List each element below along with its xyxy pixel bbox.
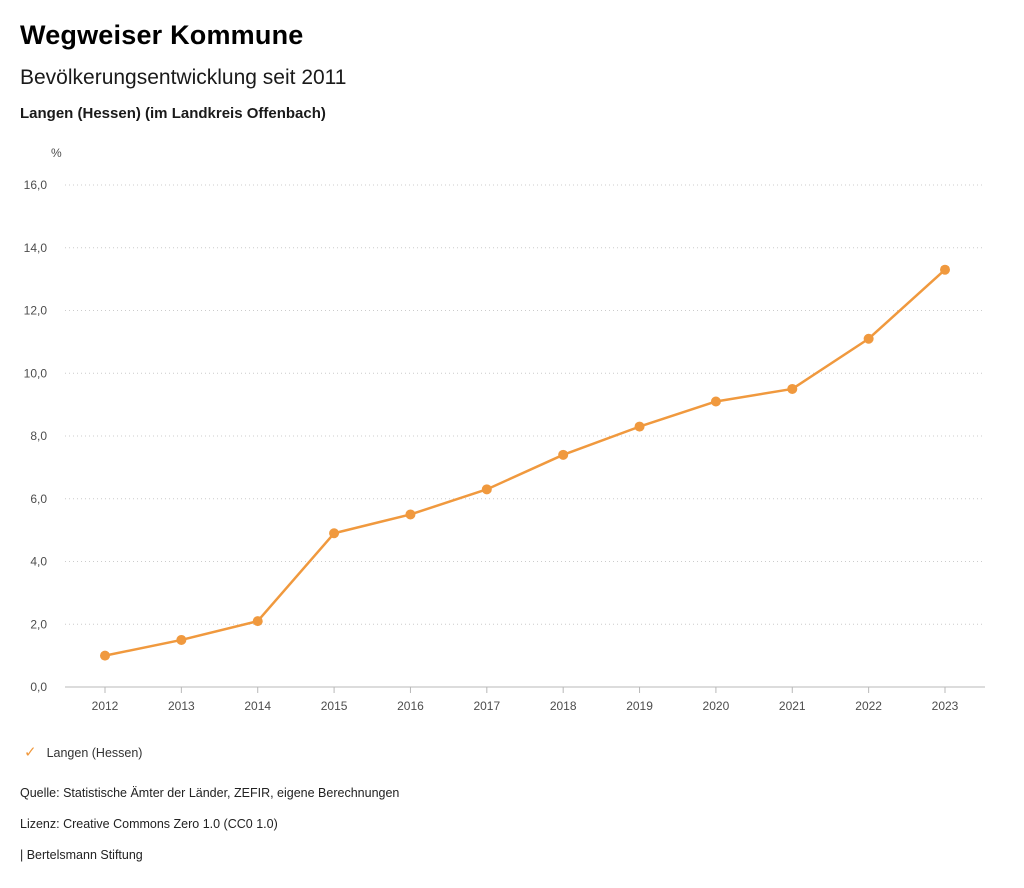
x-axis-tick-label: 2013: [168, 699, 195, 713]
series-line: [103, 268, 947, 657]
y-axis-unit-label: %: [51, 146, 62, 160]
data-point-2021: [787, 383, 798, 394]
data-point-2014: [252, 616, 263, 627]
data-point-2019: [634, 421, 645, 432]
x-axis-tick-label: 2015: [321, 699, 348, 713]
x-axis-tick-label: 2019: [626, 699, 653, 713]
y-axis-tick-label: 10,0: [24, 366, 48, 380]
data-point-2012: [100, 650, 110, 661]
legend-label: Langen (Hessen): [46, 745, 143, 760]
x-axis-tick-label: 2012: [92, 699, 119, 713]
x-axis-tick-label: 2022: [855, 699, 882, 713]
data-point-2023: [940, 264, 950, 275]
data-point-2022: [863, 333, 874, 344]
x-axis-tick-label: 2017: [473, 699, 500, 713]
source-text: Quelle: Statistische Ämter der Länder, Z…: [20, 786, 400, 800]
x-axis-tick-label: 2020: [703, 699, 730, 713]
y-axis-tick-label: 16,0: [24, 178, 48, 192]
legend-item-langen-hessen[interactable]: ✓ Langen (Hessen): [24, 745, 142, 760]
x-axis-tick-label: 2016: [397, 699, 424, 713]
y-axis-tick-label: 0,0: [30, 680, 47, 694]
data-point-2016: [405, 509, 416, 520]
chart-subtitle: Langen (Hessen) (im Landkreis Offenbach): [20, 105, 326, 122]
attribution-text: | Bertelsmann Stiftung: [20, 848, 143, 862]
x-axis-tick-label: 2021: [779, 699, 806, 713]
data-point-2015: [329, 528, 340, 539]
y-axis-tick-label: 8,0: [30, 429, 47, 443]
data-point-2017: [481, 484, 492, 495]
y-axis-tick-label: 12,0: [24, 304, 48, 318]
x-axis-tick-label: 2014: [244, 699, 271, 713]
data-point-2018: [558, 449, 569, 460]
y-axis-tick-label: 2,0: [30, 617, 47, 631]
brand-title: Wegweiser Kommune: [20, 20, 304, 50]
data-point-2020: [710, 396, 721, 407]
series-check-icon: ✓: [24, 744, 37, 761]
y-axis-tick-label: 6,0: [30, 492, 47, 506]
x-axis-tick-label: 2018: [550, 699, 577, 713]
data-point-2013: [176, 634, 187, 645]
y-axis-tick-label: 14,0: [24, 241, 48, 255]
line-chart: 0,0 2,0 4,0 6,0 8,0 10,0 12,0 14,0 16,0 2012 2013 2…: [24, 178, 985, 713]
y-axis-tick-label: 4,0: [30, 555, 47, 569]
license-text: Lizenz: Creative Commons Zero 1.0 (CC0 1…: [20, 817, 278, 831]
chart-title: Bevölkerungsentwicklung seit 2011: [20, 66, 347, 89]
x-axis-tick-label: 2023: [932, 699, 959, 713]
